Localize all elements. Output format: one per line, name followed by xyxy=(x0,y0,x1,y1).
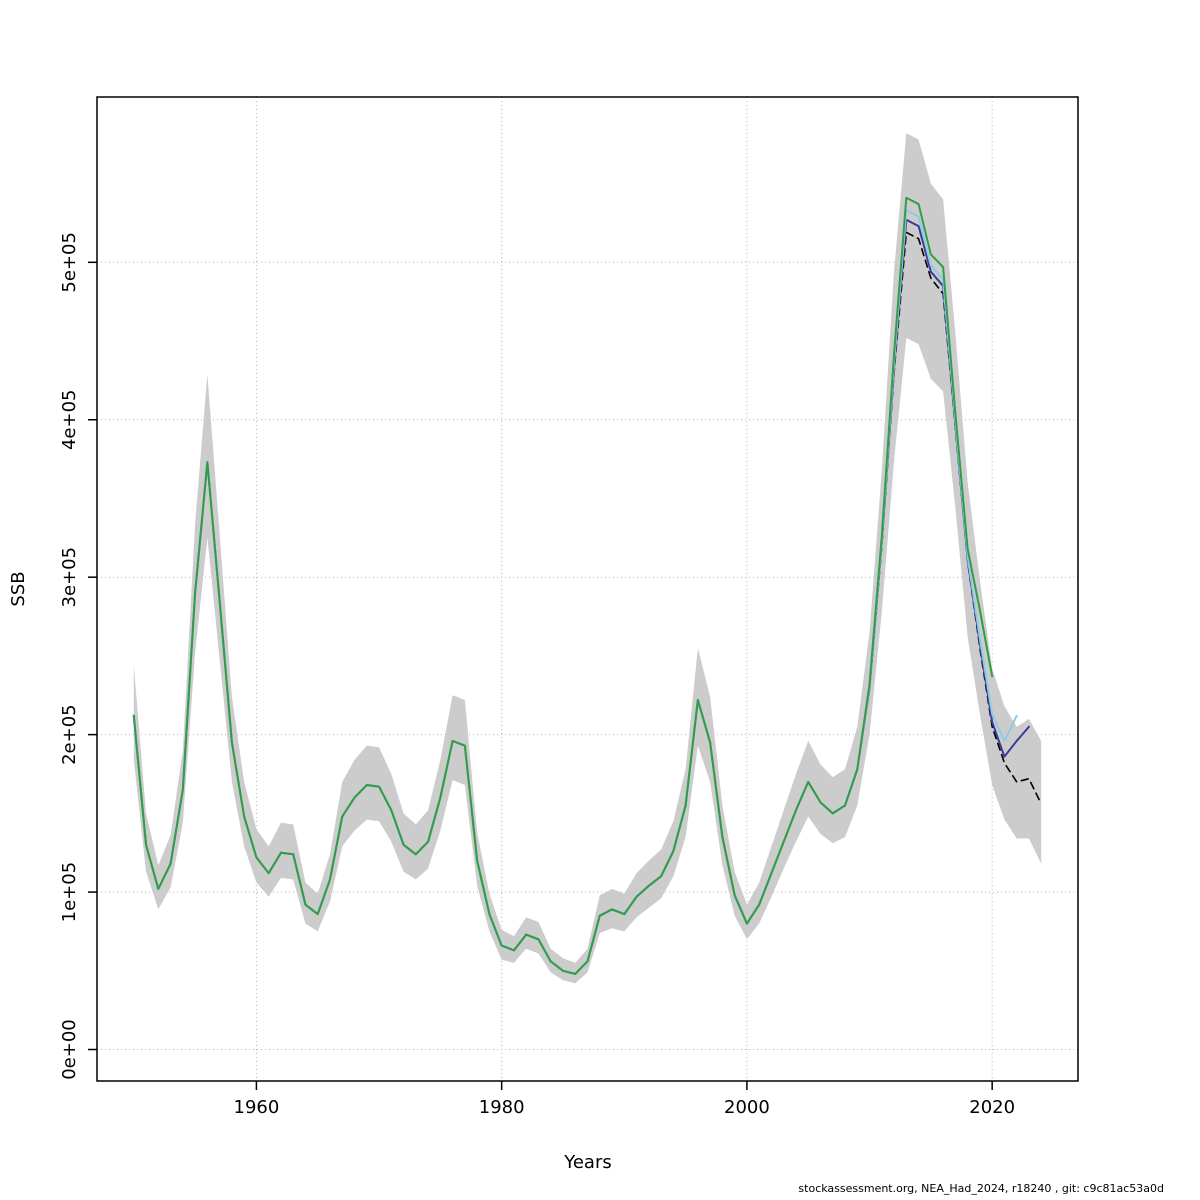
x-tick-label: 1960 xyxy=(234,1097,280,1118)
y-tick-label: 4e+05 xyxy=(59,389,80,450)
y-tick-label: 0e+00 xyxy=(59,1019,80,1080)
x-axis-label: Years xyxy=(564,1152,612,1173)
y-axis-label: SSB xyxy=(8,571,29,607)
x-tick-label: 2000 xyxy=(724,1097,770,1118)
y-tick-label: 5e+05 xyxy=(59,232,80,293)
x-tick-label: 2020 xyxy=(969,1097,1015,1118)
y-tick-label: 1e+05 xyxy=(59,862,80,923)
footer-citation: stockassessment.org, NEA_Had_2024, r1824… xyxy=(798,1182,1164,1195)
y-tick-label: 2e+05 xyxy=(59,704,80,765)
y-tick-label: 3e+05 xyxy=(59,547,80,608)
retro-run-2020-line xyxy=(132,196,994,975)
x-tick-label: 1980 xyxy=(479,1097,525,1118)
confidence-band xyxy=(133,133,1042,984)
plot-border xyxy=(96,96,1079,1082)
